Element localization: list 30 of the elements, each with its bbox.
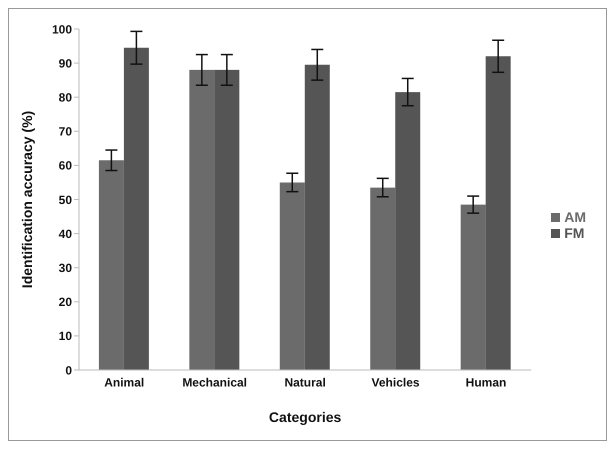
y-tick-label: 20 xyxy=(58,295,72,310)
x-tick-label: Human xyxy=(466,376,506,390)
y-tick-label: 50 xyxy=(58,192,72,207)
x-tick-label: Mechanical xyxy=(182,376,248,390)
y-tick-label: 100 xyxy=(52,22,72,36)
y-tick-label: 40 xyxy=(58,226,72,241)
y-tick-label: 10 xyxy=(58,329,72,344)
x-tick-label: Vehicles xyxy=(372,376,420,390)
y-tick-label: 70 xyxy=(58,124,72,139)
bar xyxy=(304,64,330,370)
y-tick-label: 80 xyxy=(58,90,72,104)
bar xyxy=(395,92,420,370)
bar xyxy=(460,204,486,370)
y-tick-label: 90 xyxy=(58,56,72,70)
y-axis-title: Identification accuracy (%) xyxy=(18,110,35,288)
bar xyxy=(370,188,396,370)
bar xyxy=(280,182,305,370)
x-tick-label: Natural xyxy=(284,376,326,390)
bar xyxy=(189,70,214,370)
bar xyxy=(486,56,511,370)
bar xyxy=(214,70,240,370)
legend-label: AM xyxy=(564,208,586,224)
y-tick-label: 30 xyxy=(58,260,72,275)
x-tick-label: Animal xyxy=(104,376,144,390)
bar xyxy=(124,48,149,370)
y-tick-label: 0 xyxy=(65,363,72,378)
legend-label: FM xyxy=(564,224,584,240)
y-tick-label: 60 xyxy=(58,158,72,173)
x-axis-title: Categories xyxy=(268,409,342,425)
bar xyxy=(98,160,124,370)
